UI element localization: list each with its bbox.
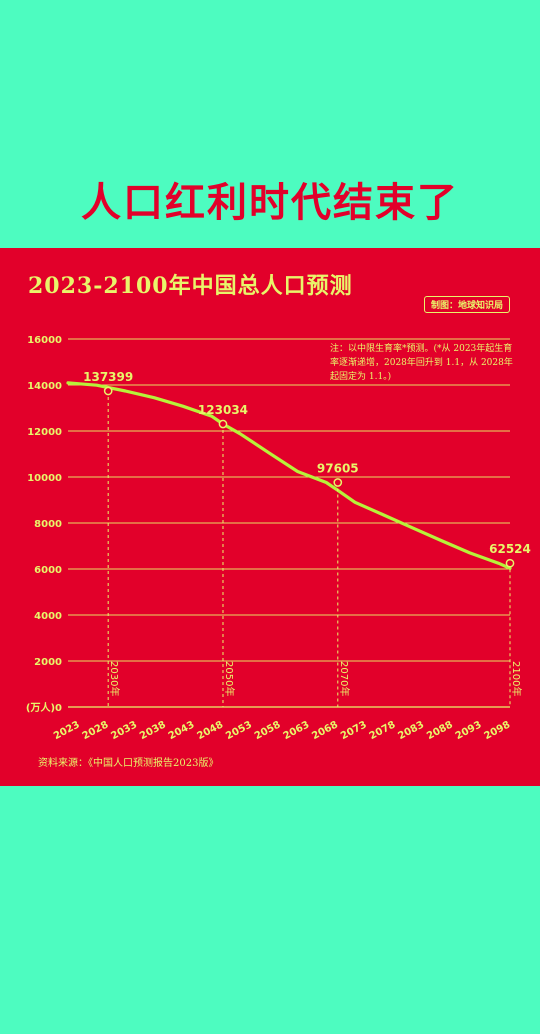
x-tick-label: 2038 [138, 719, 168, 742]
year-label: 2030年 [108, 661, 121, 696]
x-tick-label: 2048 [195, 719, 225, 742]
x-tick-label: 2073 [339, 719, 369, 742]
x-tick-label: 2043 [167, 719, 197, 742]
x-tick-label: 2093 [454, 719, 484, 742]
x-tick-label: 2033 [109, 719, 139, 742]
x-tick-label: 2053 [224, 719, 254, 742]
data-label: 123034 [198, 403, 248, 417]
data-label: 97605 [317, 462, 359, 476]
y-tick-label: 14000 [27, 381, 62, 392]
x-tick-label: 2068 [310, 719, 340, 742]
source-text: 资料来源：《中国人口预测报告2023版》 [38, 758, 219, 769]
data-label: 62524 [489, 542, 531, 556]
chart-title: 2023-2100年中国总人口预测 [28, 273, 353, 299]
y-tick-label: 10000 [27, 473, 62, 484]
x-tick-label: 2063 [282, 719, 312, 742]
y-tick-label: 12000 [27, 427, 62, 438]
x-tick-label: 2098 [482, 719, 512, 742]
credit-badge: 制图：地球知识局 [423, 296, 510, 313]
x-tick-label: 2088 [425, 719, 455, 742]
chart-panel: 2023-2100年中国总人口预测 制图：地球知识局 注：以中限生育率*预测。(… [0, 248, 540, 786]
highlight-point [103, 386, 113, 396]
series-line [66, 381, 512, 570]
x-tick-label: 2078 [368, 719, 398, 742]
highlight-point [505, 558, 515, 568]
y-tick-label: 8000 [34, 519, 62, 530]
year-label: 2070年 [338, 661, 351, 696]
y-tick-label: (万人)0 [26, 701, 62, 714]
year-label: 2100年 [510, 661, 523, 696]
y-tick-label: 6000 [34, 565, 62, 576]
headline: 人口红利时代结束了 [81, 180, 459, 226]
x-tick-label: 2023 [52, 719, 82, 742]
y-tick-label: 4000 [34, 611, 62, 622]
y-tick-label: 16000 [27, 335, 62, 346]
chart-note: 注：以中限生育率*预测。(*从 2023年起生育率逐渐递增，2028年回升到 1… [330, 344, 513, 382]
line-chart: (万人)0 2000 4000 6000 8000 10000 12000 14000 1600… [26, 335, 531, 742]
highlight-point [333, 478, 343, 487]
x-tick-label: 2058 [253, 719, 283, 742]
year-label: 2050年 [223, 661, 236, 696]
x-tick-label: 2083 [396, 719, 426, 742]
y-tick-label: 2000 [34, 657, 62, 668]
data-label: 137399 [83, 370, 133, 384]
highlight-point [218, 419, 228, 429]
x-tick-label: 2028 [81, 719, 111, 742]
